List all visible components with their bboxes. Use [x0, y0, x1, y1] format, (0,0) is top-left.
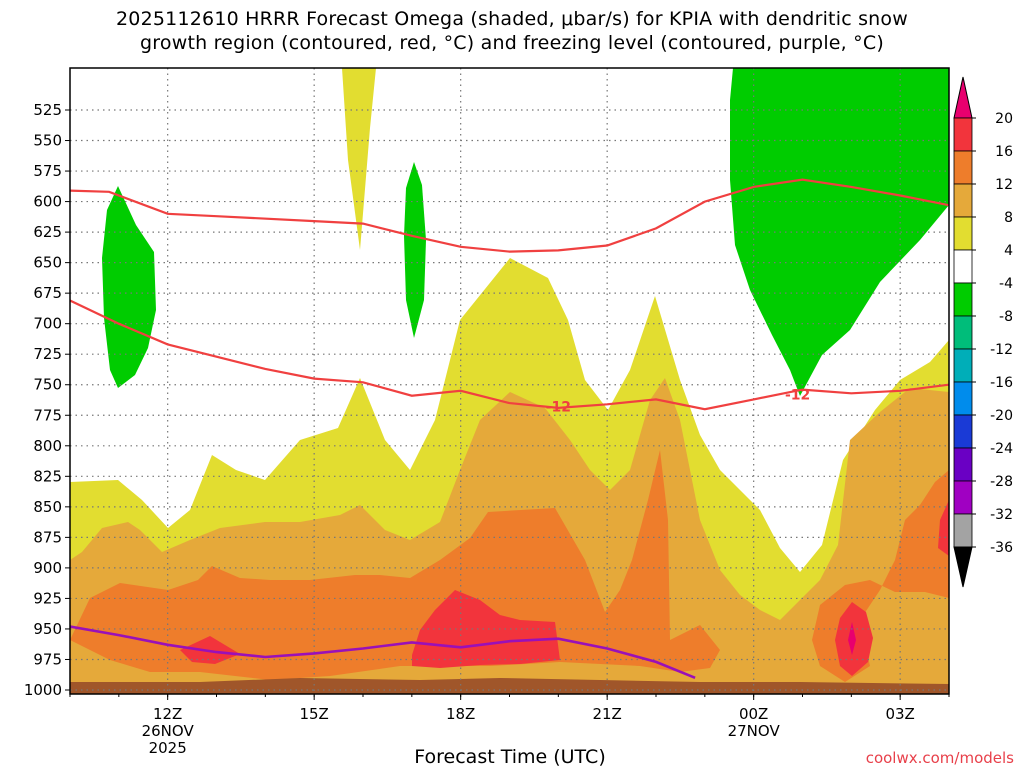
colorbar-top-arrow	[953, 76, 973, 119]
colorbar-segment-5	[953, 282, 973, 317]
x-tick-label-18Z: 18Z	[446, 705, 475, 723]
terrain-surface	[70, 678, 949, 694]
colorbar-label-9: -20	[990, 408, 1013, 424]
colorbar-segment-2	[953, 183, 973, 218]
omega-shading	[70, 68, 949, 694]
colorbar-label-6: -8	[999, 309, 1013, 325]
x-tick-label-03Z: 03Z	[885, 705, 914, 723]
colorbar-label-11: -28	[990, 474, 1013, 490]
colorbar-segment-11	[953, 480, 973, 515]
colorbar-segment-12	[953, 513, 973, 548]
colorbar-segment-9	[953, 414, 973, 449]
y-tick-label-975: 975	[33, 650, 62, 668]
colorbar-label-13: -36	[990, 540, 1013, 556]
omega-fill-gt20	[848, 622, 856, 655]
chart-title-line2: growth region (contoured, red, °C) and f…	[140, 32, 884, 54]
y-tick-label-600: 600	[33, 193, 62, 211]
colorbar-segment-4	[953, 249, 973, 284]
y-tick-label-725: 725	[33, 345, 62, 363]
colorbar-segment-10	[953, 447, 973, 482]
colorbar-segment-7	[953, 348, 973, 383]
colorbar-label-7: -12	[990, 342, 1013, 358]
freezing-level-contour	[70, 625, 696, 680]
y-tick-label-925: 925	[33, 589, 62, 607]
y-axis: 525 550 575 600 625 650 675 700 725 750 775 800 825 8…	[24, 101, 70, 699]
colorbar-label-2: 12	[995, 177, 1013, 193]
colorbar-bottom-arrow	[953, 546, 973, 588]
omega-fill-16-20	[412, 590, 560, 668]
y-tick-label-675: 675	[33, 284, 62, 302]
colorbar-segment-8	[953, 381, 973, 416]
omega-fill-16-20-edge	[938, 500, 949, 556]
y-tick-label-900: 900	[33, 559, 62, 577]
y-tick-label-1000: 1000	[24, 681, 62, 699]
colorbar-label-10: -24	[990, 441, 1013, 457]
colorbar: 20 16 12 8 4 -4 -8 -12 -16 -20 -24 -28 -32 -36	[953, 76, 1013, 588]
y-tick-label-825: 825	[33, 467, 62, 485]
y-tick-label-575: 575	[33, 162, 62, 180]
y-tick-label-550: 550	[33, 132, 62, 150]
y-tick-label-525: 525	[33, 101, 62, 119]
omega-fill-neg4-neg8-left	[102, 186, 156, 388]
dgz-top-contour	[70, 178, 949, 253]
credit-text: coolwx.com/models	[866, 749, 1014, 767]
colorbar-label-1: 16	[995, 144, 1013, 160]
y-tick-label-800: 800	[33, 437, 62, 455]
y-tick-label-625: 625	[33, 223, 62, 241]
chart-title-line1: 2025112610 HRRR Forecast Omega (shaded, …	[116, 8, 908, 30]
contour-label-0: -12	[546, 400, 571, 416]
y-tick-label-850: 850	[33, 498, 62, 516]
x-tick-label-12Z: 12Z	[153, 705, 182, 723]
y-tick-label-875: 875	[33, 528, 62, 546]
y-tick-label-775: 775	[33, 406, 62, 424]
omega-fill-4-8-upper	[342, 68, 376, 250]
colorbar-label-12: -32	[990, 507, 1013, 523]
colorbar-label-0: 20	[995, 111, 1013, 127]
x-year-label-12Z: 2025	[149, 739, 187, 757]
omega-fill-12-16	[70, 450, 720, 680]
y-tick-label-750: 750	[33, 376, 62, 394]
colorbar-label-3: 8	[1004, 210, 1013, 226]
contour-labels: -12 -12	[546, 388, 811, 416]
grid-lines	[70, 68, 949, 694]
x-tick-label-21Z: 21Z	[592, 705, 621, 723]
x-tick-label-15Z: 15Z	[299, 705, 328, 723]
contours	[70, 178, 949, 680]
colorbar-segment-1	[953, 150, 973, 185]
dgz-bottom-contour	[70, 299, 949, 411]
x-axis-label: Forecast Time (UTC)	[414, 746, 605, 768]
x-tick-label-00Z: 00Z	[739, 705, 768, 723]
contour-label-1: -12	[785, 388, 810, 404]
colorbar-label-4: 4	[1004, 243, 1013, 259]
y-tick-label-650: 650	[33, 254, 62, 272]
omega-fill-neg4-neg8-mid	[404, 162, 426, 338]
colorbar-label-5: -4	[999, 276, 1013, 292]
x-date-label-00Z: 27NOV	[728, 722, 781, 740]
colorbar-segment-3	[953, 216, 973, 251]
colorbar-segment-6	[953, 315, 973, 350]
omega-fill-neg4-neg8-right	[730, 68, 949, 396]
x-date-label-12Z: 26NOV	[142, 722, 195, 740]
y-tick-label-700: 700	[33, 315, 62, 333]
y-tick-label-950: 950	[33, 620, 62, 638]
colorbar-segment-0	[953, 117, 973, 152]
colorbar-label-8: -16	[990, 375, 1013, 391]
